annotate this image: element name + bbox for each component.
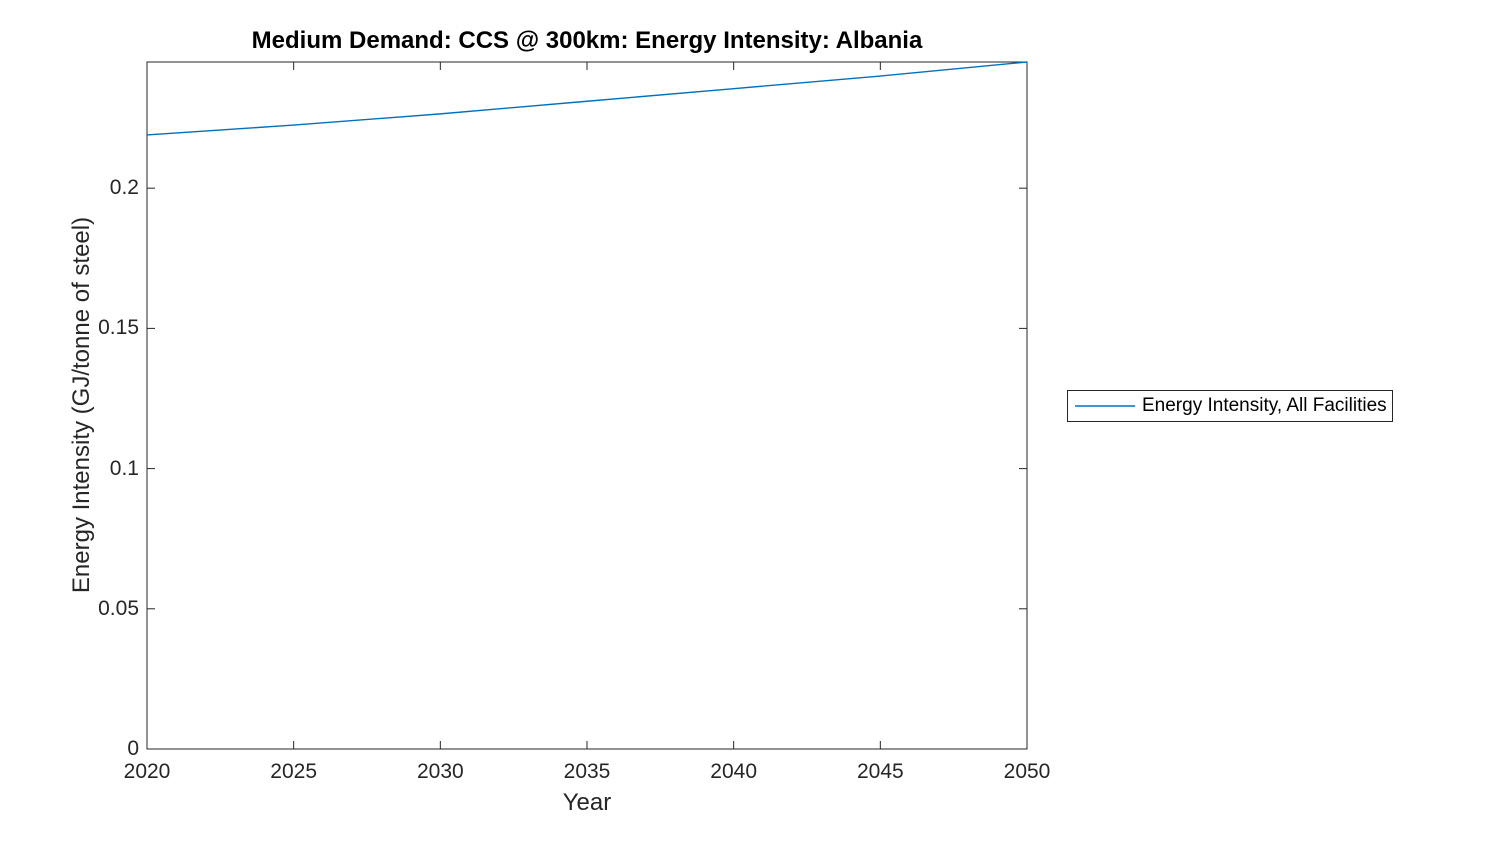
y-axis-label: Energy Intensity (GJ/tonne of steel) xyxy=(68,216,95,594)
y-tick-label: 0.2 xyxy=(109,176,139,200)
axes-box xyxy=(146,61,1028,750)
x-tick-label: 2050 xyxy=(1003,760,1051,783)
x-tick-label: 2030 xyxy=(416,760,464,783)
y-tick-label: 0.15 xyxy=(98,316,139,340)
y-tick-label: 0.05 xyxy=(98,596,139,620)
x-tick-label: 2025 xyxy=(270,760,318,783)
legend-box: Energy Intensity, All Facilities xyxy=(1067,390,1393,422)
x-tick-label: 2045 xyxy=(856,760,904,783)
y-tick-label: 0 xyxy=(127,737,139,760)
x-tick-label: 2040 xyxy=(710,760,758,783)
y-tick-label: 0.1 xyxy=(109,456,139,480)
legend-line-sample-icon xyxy=(1075,405,1135,407)
chart-title: Medium Demand: CCS @ 300km: Energy Inten… xyxy=(251,27,923,54)
data-line xyxy=(146,61,1028,136)
x-tick-label: 2020 xyxy=(123,760,171,783)
x-axis-label: Year xyxy=(562,789,612,816)
x-tick-label: 2035 xyxy=(563,760,611,783)
legend-label: Energy Intensity, All Facilities xyxy=(1142,395,1387,416)
